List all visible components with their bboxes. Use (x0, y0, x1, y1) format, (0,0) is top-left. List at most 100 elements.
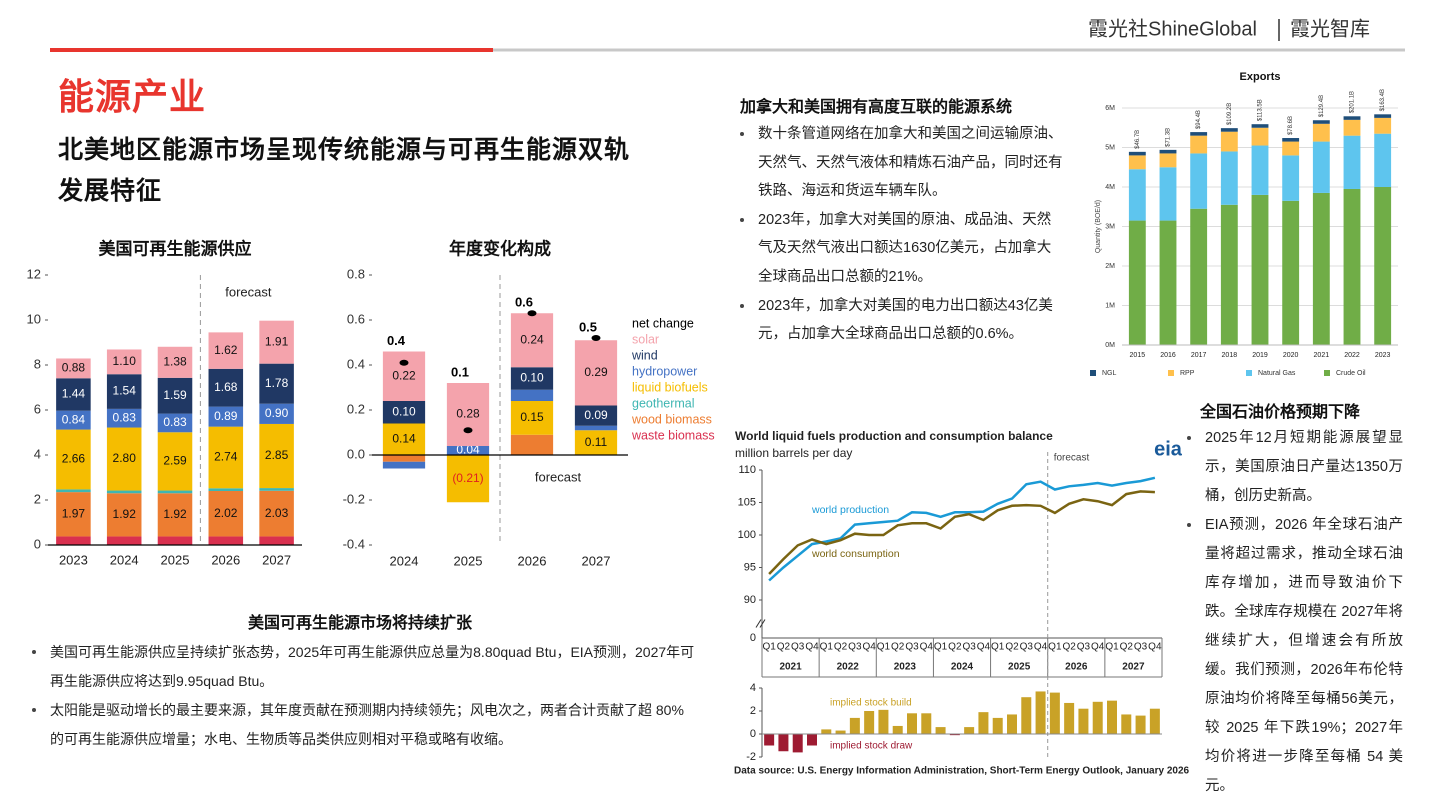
x-tick-label: Q2 (891, 642, 905, 653)
y-tick-label: 6M (1105, 105, 1115, 112)
headline: 北美地区能源市场呈现传统能源与可再生能源双轨发展特征 (58, 136, 631, 205)
series-label: implied stock draw (830, 741, 913, 752)
legend-swatch (1168, 370, 1174, 376)
y-tick-label: 0.4 (347, 356, 365, 371)
x-tick-label: Q2 (1120, 642, 1134, 653)
logo: eia (1154, 438, 1183, 460)
value-label: 2.02 (214, 506, 238, 520)
value-label: 0.89 (214, 409, 238, 423)
stock-bar (1021, 697, 1032, 734)
series-label: world production (811, 504, 889, 516)
x-tick-label: 2025 (454, 553, 483, 568)
bar-segment (1282, 138, 1300, 142)
net-label: 0.4 (387, 333, 406, 348)
x-tick-label: Q1 (1105, 642, 1119, 653)
bar-segment (56, 489, 91, 493)
bar-segment (1128, 169, 1146, 221)
bar-segment (157, 490, 193, 494)
year-label: 2027 (1122, 662, 1145, 673)
bar-segment (208, 332, 244, 369)
y-tick-label: 0.6 (347, 311, 365, 326)
value-label: 0.15 (520, 410, 544, 424)
x-tick-label: 2026 (518, 553, 547, 568)
bar-segment (1374, 187, 1392, 345)
section-title: 能源产业 (58, 76, 207, 117)
bar-segment (1374, 114, 1392, 118)
text-title: 加拿大和美国拥有高度互联的能源系统 (740, 99, 1013, 116)
value-label: 0.83 (113, 410, 137, 424)
bar-segment (56, 378, 91, 411)
bar-segment (1312, 141, 1330, 193)
bar-segment (1128, 155, 1146, 170)
legend-label: wood biomass (631, 412, 712, 426)
x-tick-label: Q1 (991, 642, 1005, 653)
year-label: 2025 (1008, 662, 1031, 673)
stock-bar (1064, 702, 1075, 734)
bullet-list: 数十条管道网络在加拿大和美国之间运输原油、天然气、天然气液体和精炼石油产品，同时… (738, 120, 1063, 349)
legend-label: NGL (1102, 370, 1117, 377)
value-label: 1.44 (62, 387, 86, 401)
stock-bar (1121, 714, 1132, 734)
legend-label: hydropower (632, 364, 697, 378)
x-tick-label: Q2 (948, 642, 962, 653)
chart-title: Exports (1240, 71, 1281, 83)
stock-bar (1149, 708, 1160, 734)
x-tick-label: Q2 (777, 642, 791, 653)
y-tick-label: -2 (746, 751, 756, 763)
axis-break (759, 619, 766, 628)
x-tick-label: Q1 (877, 642, 891, 653)
stock-bar (992, 717, 1003, 734)
total-label: $78.6B (1288, 116, 1294, 135)
bar-segment (1282, 141, 1300, 156)
x-tick-label: Q3 (962, 642, 976, 653)
x-tick-label: Q4 (1091, 642, 1105, 653)
bar-segment (157, 493, 193, 537)
bar-segment (510, 401, 554, 435)
stock-bar (821, 729, 832, 734)
bar-segment (446, 446, 490, 455)
line-series (768, 490, 1155, 575)
x-tick-label: 2019 (1252, 352, 1268, 359)
y-tick-label: 0 (750, 728, 756, 740)
bar-segment (1190, 132, 1208, 136)
y-tick-label: 4 (750, 682, 756, 694)
year-label: 2022 (837, 662, 860, 673)
bar-segment (106, 536, 142, 545)
bar-segment (56, 410, 91, 430)
legend-label: Crude Oil (1336, 370, 1366, 377)
bar-segment (157, 432, 193, 491)
y-tick-label: 2 (750, 705, 756, 717)
bar-segment (1220, 204, 1238, 345)
total-label: $109.2B (1227, 103, 1233, 125)
x-tick-label: Q1 (934, 642, 948, 653)
bar-segment (574, 425, 618, 431)
y-tick-label: 1M (1105, 302, 1115, 309)
value-label: 1.97 (62, 506, 86, 520)
stock-bar (864, 711, 875, 734)
x-tick-label: 2024 (110, 552, 139, 567)
x-tick-label: 2022 (1344, 352, 1360, 359)
bar-segment (1159, 153, 1177, 168)
bar-segment (259, 536, 294, 545)
bar-segment (56, 492, 91, 537)
net-marker (591, 335, 601, 341)
bar-segment (208, 536, 244, 545)
stock-bar (1049, 692, 1060, 734)
x-tick-label: Q2 (1005, 642, 1019, 653)
bar-segment (1251, 194, 1269, 345)
x-tick-label: Q3 (1020, 642, 1034, 653)
stock-bar (1007, 714, 1017, 734)
chart-title: 年度变化构成 (449, 238, 551, 258)
value-label: 2.80 (113, 451, 137, 465)
bar-segment (574, 405, 618, 426)
stock-bar (907, 713, 917, 734)
chart-title: World liquid fuels production and consum… (735, 429, 1053, 443)
bar-segment (446, 455, 490, 503)
bullet: 数十条管道网络在加拿大和美国之间运输原油、天然气、天然气液体和精炼石油产品，同时… (738, 120, 1063, 206)
x-tick-label: Q4 (805, 642, 819, 653)
brand-sub: 霞光智库 (1290, 17, 1370, 40)
stock-bar (849, 717, 860, 734)
y-tick-label: 0 (750, 632, 756, 644)
bar-segment (1190, 135, 1208, 154)
